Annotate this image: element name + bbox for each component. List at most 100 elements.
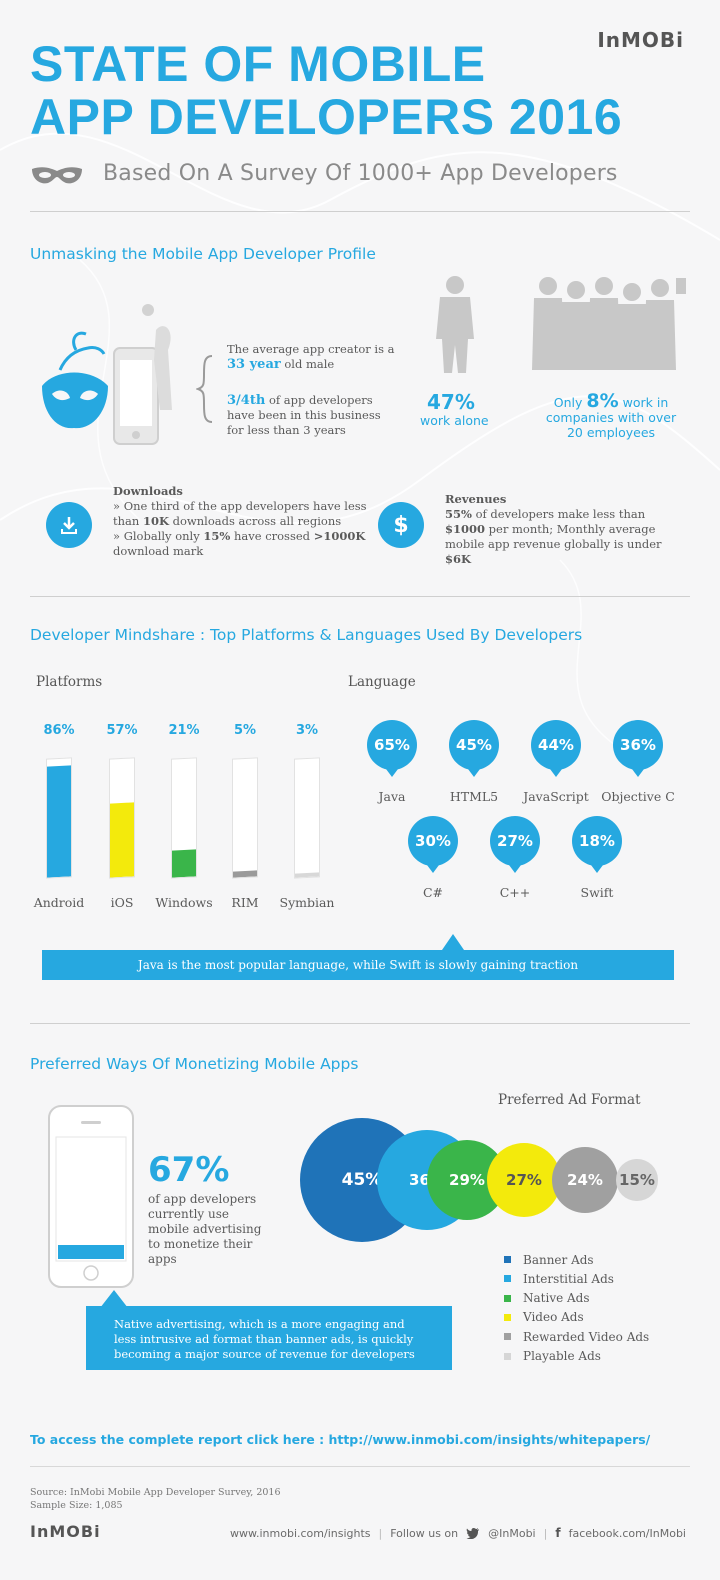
divider — [30, 1466, 690, 1467]
language-label: Language — [348, 674, 416, 690]
solo-person-icon — [436, 276, 474, 373]
dl2-bold2: >1000K — [313, 529, 366, 543]
legend-item: Interstitial Ads — [504, 1269, 614, 1288]
revenues-text: 55% of developers make less than $1000 p… — [445, 507, 685, 567]
inmobi-logo[interactable]: InMOBi — [597, 28, 684, 52]
legend-swatch — [504, 1256, 511, 1263]
facebook-icon[interactable]: f — [555, 1526, 561, 1540]
alone-label: work alone — [420, 413, 489, 428]
legend-item: Rewarded Video Ads — [504, 1327, 649, 1346]
platform-bar-frame — [294, 757, 320, 879]
ad-format-circle: 24% — [551, 1146, 619, 1214]
language-name-label: JavaScript — [523, 789, 589, 804]
divider — [30, 596, 690, 597]
mask-icon — [32, 167, 82, 184]
platform-bar-frame — [232, 757, 258, 879]
dl2-pre: » Globally only — [113, 529, 204, 543]
language-bubble: 44% — [531, 720, 581, 777]
footer-links: www.inmobi.com/insights | Follow us on @… — [230, 1526, 686, 1540]
legend-item: Native Ads — [504, 1289, 590, 1308]
avg-pre: The average app creator is a — [227, 342, 395, 356]
team-group-icon — [532, 277, 686, 370]
language-name-label: HTML5 — [449, 789, 499, 804]
language-bubble: 27% — [490, 816, 540, 873]
title-line-2: APP DEVELOPERS 2016 — [30, 89, 623, 145]
logo-text: InMOBi — [597, 28, 684, 52]
platform-bar — [110, 802, 134, 878]
twitter-handle[interactable]: @InMobi — [488, 1526, 536, 1540]
source-line-1: Source: InMobi Mobile App Developer Surv… — [30, 1487, 281, 1498]
footer-logo[interactable]: InMOBi — [30, 1522, 101, 1541]
legend-item: Playable Ads — [504, 1347, 601, 1366]
source-text: Source: InMobi Mobile App Developer Surv… — [30, 1486, 281, 1512]
platform-bar — [295, 872, 319, 878]
legend-item: Banner Ads — [504, 1250, 594, 1269]
legend-label: Playable Ads — [523, 1349, 601, 1363]
legend-label: Banner Ads — [523, 1252, 594, 1267]
avg-creator-text: The average app creator is a 33 year old… — [227, 342, 397, 372]
legend-swatch — [504, 1333, 511, 1341]
ad-format-circle: 15% — [616, 1159, 658, 1201]
legend-label: Native Ads — [523, 1291, 590, 1306]
follow-label: Follow us on — [390, 1526, 459, 1540]
sep: | — [543, 1526, 548, 1540]
rev-bold2: $1000 — [445, 522, 486, 536]
companies-text: Only 8% work in companies with over 20 e… — [536, 392, 686, 441]
language-name-label: Java — [378, 789, 406, 804]
legend-label: Video Ads — [523, 1310, 584, 1325]
dl1-pre: » One third of the app developers have l… — [113, 499, 367, 528]
rev-bold3: $6K — [445, 552, 471, 566]
platform-name-label: RIM — [231, 895, 259, 910]
platform-name-label: Symbian — [279, 895, 335, 910]
language-bubble: 65% — [367, 720, 417, 777]
companies-post: work in companies with over 20 employees — [545, 395, 677, 440]
language-bubble: 18% — [572, 816, 622, 873]
report-link[interactable]: To access the complete report click here… — [30, 1432, 651, 1447]
platform-bar — [47, 764, 71, 878]
legend-swatch — [504, 1313, 511, 1321]
platforms-label: Platforms — [36, 674, 103, 690]
footer-logo-text: InMOBi — [30, 1522, 101, 1541]
rev-bold1: 55% — [445, 507, 472, 521]
title-line-1: STATE OF MOBILE — [30, 36, 486, 92]
legend-swatch — [504, 1294, 511, 1302]
divider — [30, 211, 690, 212]
tenure-text: 3/4th of app developers have been in thi… — [227, 393, 397, 438]
platform-name-label: iOS — [110, 895, 134, 910]
sample-size: Sample Size: 1,085 — [30, 1500, 123, 1511]
platform-pct-label: 5% — [233, 723, 257, 738]
developer-illustration — [42, 304, 172, 445]
platform-pct-label: 21% — [168, 723, 200, 738]
language-name-label: Objective C — [601, 789, 675, 804]
facebook-link[interactable]: facebook.com/InMobi — [568, 1526, 686, 1540]
tenure-rest: of app developers have been in this busi… — [227, 393, 381, 437]
platform-bar-frame — [109, 757, 135, 879]
dl2-mid: have crossed — [230, 529, 314, 543]
download-icon — [46, 502, 92, 548]
monetize-pct: 67% — [148, 1150, 230, 1190]
platform-bar — [233, 869, 257, 878]
dl1-bold: 10K — [142, 514, 169, 528]
avg-post: old male — [284, 357, 335, 371]
ad-format-circle: 27% — [486, 1142, 562, 1218]
page-title: STATE OF MOBILE APP DEVELOPERS 2016 — [30, 38, 630, 144]
platform-pct-label: 3% — [295, 723, 319, 738]
rev-t2: per month; Monthly average mobile app re… — [445, 522, 662, 551]
language-name-label: C++ — [499, 885, 531, 900]
legend-label: Interstitial Ads — [523, 1271, 614, 1286]
ad-format-title: Preferred Ad Format — [498, 1092, 641, 1108]
native-note: Native advertising, which is a more enga… — [86, 1306, 452, 1370]
site-link[interactable]: www.inmobi.com/insights — [230, 1526, 371, 1540]
legend-label: Rewarded Video Ads — [523, 1329, 650, 1344]
alone-pct: 47% — [427, 390, 475, 414]
dl2-post: download mark — [113, 544, 204, 558]
twitter-icon[interactable] — [466, 1527, 480, 1539]
platform-bar-frame — [171, 757, 197, 879]
language-bubble: 45% — [449, 720, 499, 777]
dl1-post: downloads across all regions — [168, 514, 342, 528]
legend-swatch — [504, 1352, 511, 1360]
section-title-mindshare: Developer Mindshare : Top Platforms & La… — [30, 626, 583, 644]
platform-name-label: Windows — [155, 895, 213, 910]
dollar-icon: $ — [378, 502, 424, 548]
divider — [30, 1023, 690, 1024]
